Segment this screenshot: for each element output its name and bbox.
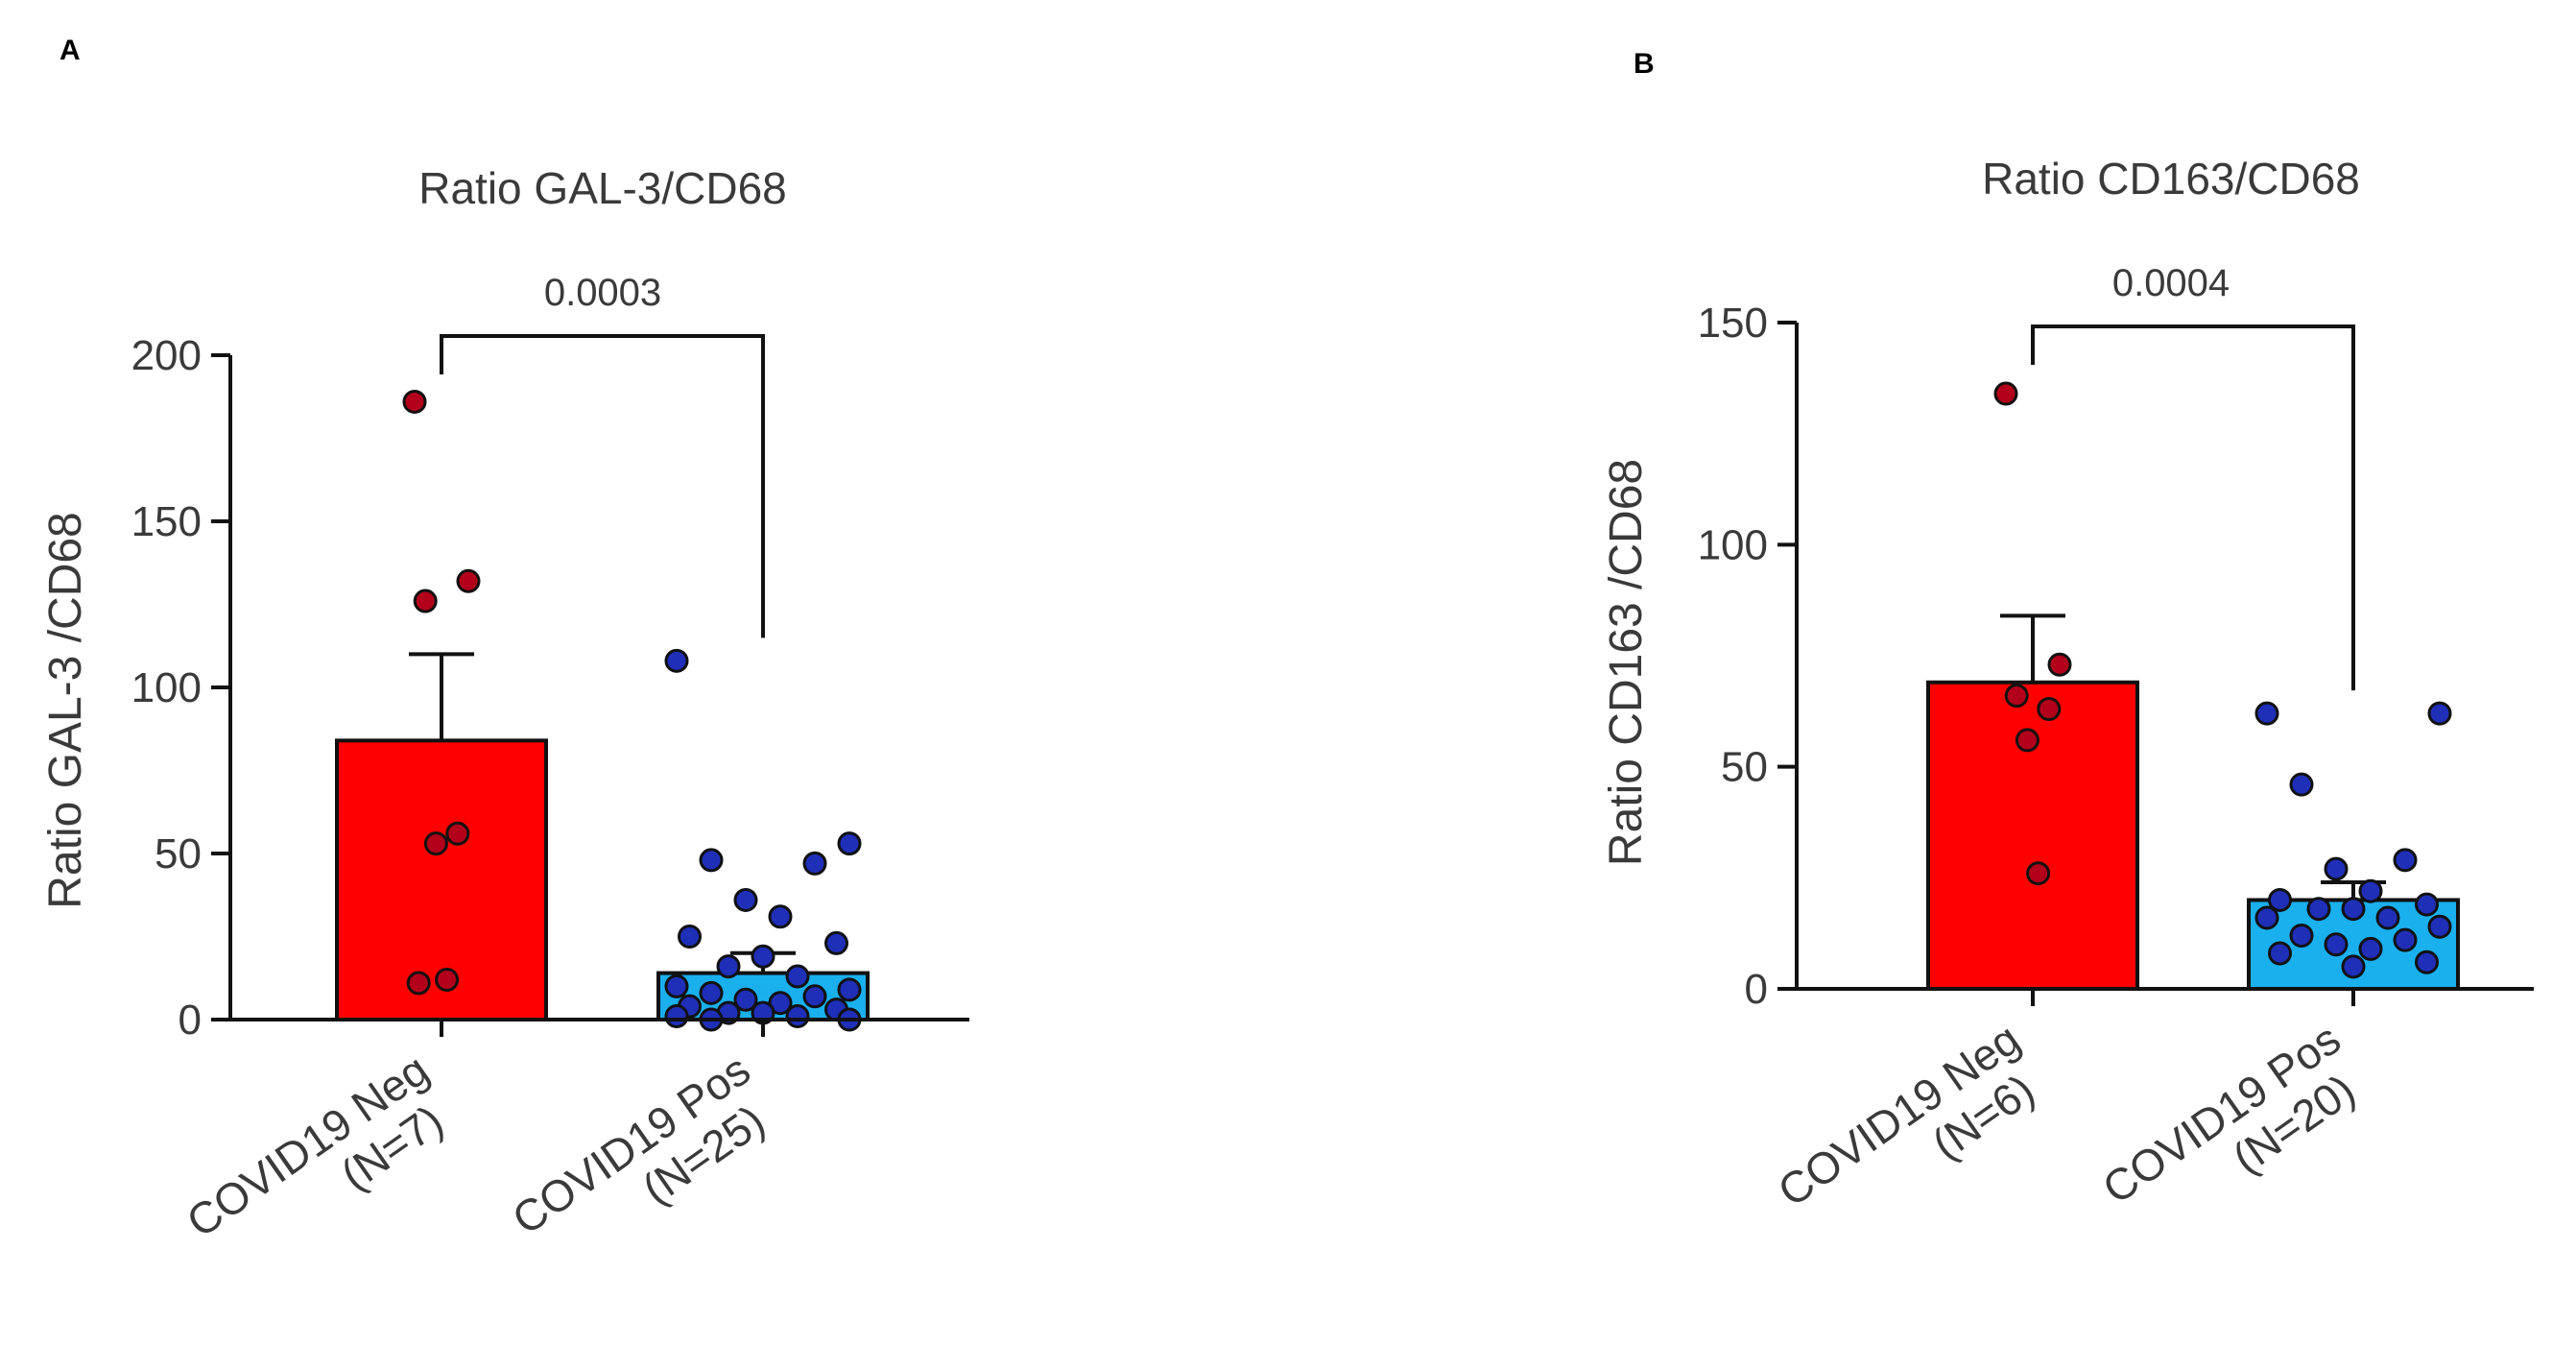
data-point (2026, 861, 2051, 886)
data-point (402, 389, 427, 414)
y-tick-label: 0 (1745, 966, 1768, 1013)
data-point (2324, 932, 2349, 957)
data-point (2047, 652, 2072, 677)
x-tick-label: COVID19 Pos(N=20) (2093, 1014, 2377, 1255)
data-point (456, 568, 481, 593)
panel-a: A Ratio GAL-3/CD68 0.0003 Ratio GAL-3 /C… (40, 35, 969, 1288)
y-tick-label: 50 (1721, 744, 1768, 791)
y-tick-label: 50 (155, 830, 202, 877)
significance-label: 0.0004 (2112, 262, 2230, 304)
data-point (2004, 684, 2029, 709)
y-axis-label: Ratio CD163 /CD68 (1601, 459, 1652, 866)
significance-label: 0.0003 (544, 272, 661, 314)
data-point (716, 954, 741, 979)
data-point (664, 973, 689, 998)
data-point (2254, 701, 2279, 726)
data-point (445, 821, 470, 846)
data-point (435, 967, 460, 992)
x-tick-label: COVID19 Neg(N=6) (1769, 1014, 2057, 1258)
data-point (2375, 905, 2400, 930)
data-point (802, 984, 827, 1009)
data-point (699, 980, 724, 1005)
panel-b: B Ratio CD163/CD68 0.0004 Ratio CD163 /C… (1601, 48, 2534, 1258)
data-point (2393, 927, 2418, 952)
y-tick-label: 150 (1698, 300, 1768, 347)
data-point (824, 930, 848, 955)
data-point (768, 991, 793, 1016)
data-point (2289, 923, 2314, 948)
data-point (2015, 728, 2039, 753)
data-point (733, 887, 758, 912)
data-point (413, 589, 438, 613)
data-point (1993, 381, 2018, 406)
data-point (2427, 701, 2452, 726)
data-point (406, 971, 431, 996)
data-point (837, 831, 862, 856)
data-point (785, 964, 810, 989)
data-point (2341, 897, 2366, 922)
chart-marks: 0 50 100 150 COVID19 Neg(N=6) COVID19 Pos(N=2… (1698, 300, 2534, 1258)
data-point (664, 648, 689, 673)
chart-title: Ratio GAL-3/CD68 (418, 163, 787, 213)
data-point (2415, 892, 2439, 917)
data-point (678, 925, 702, 949)
y-tick-label: 150 (131, 498, 202, 545)
data-point (2341, 954, 2366, 979)
data-point (2415, 949, 2439, 974)
data-point (733, 987, 758, 1012)
data-point (699, 848, 724, 873)
data-point (2358, 936, 2383, 961)
x-tick-label: COVID19 Pos(N=25) (503, 1045, 787, 1286)
data-point (802, 851, 827, 876)
y-tick-label: 100 (131, 664, 202, 711)
data-point (2254, 905, 2279, 930)
data-point (768, 904, 793, 929)
x-tick-label: COVID19 Neg(N=7) (178, 1045, 465, 1288)
data-point (2393, 848, 2418, 873)
significance-bracket (2031, 324, 2355, 691)
data-point (2324, 856, 2349, 881)
data-point (423, 831, 448, 856)
significance-bracket (440, 334, 765, 638)
data-point (2037, 697, 2062, 722)
y-tick-label: 0 (179, 997, 202, 1044)
y-tick-label: 200 (131, 332, 202, 379)
data-point (2289, 772, 2314, 797)
data-point (785, 1004, 810, 1029)
data-point (2358, 878, 2383, 903)
data-point (2306, 897, 2331, 922)
y-tick-label: 100 (1698, 521, 1768, 568)
panel-letter: B (1634, 48, 1655, 80)
chart-marks: 0 50 100 150 200 COVID19 Neg(N=7) COVID19 Pos(… (131, 332, 969, 1288)
data-point (837, 977, 862, 1002)
chart-title: Ratio CD163/CD68 (1982, 154, 2360, 204)
data-point (2268, 887, 2292, 912)
panel-letter: A (60, 35, 81, 66)
data-point (2427, 914, 2452, 939)
data-point (2268, 941, 2292, 966)
data-point (664, 1004, 689, 1029)
data-point (751, 944, 775, 969)
bar-0 (1926, 680, 2139, 991)
y-axis-label: Ratio GAL-3 /CD68 (40, 512, 91, 909)
